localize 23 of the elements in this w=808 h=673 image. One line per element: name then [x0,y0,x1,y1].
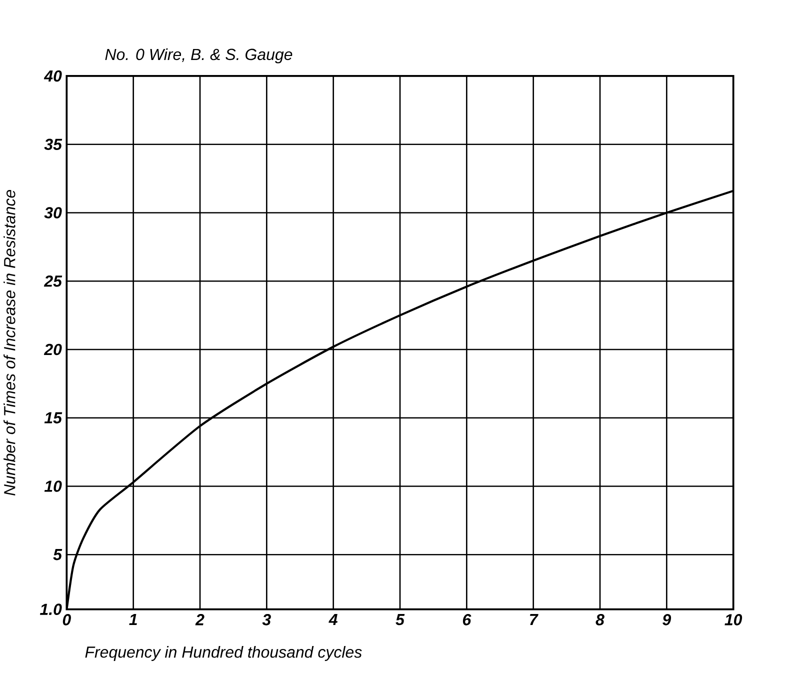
x-tick-label: 10 [724,614,742,626]
x-tick-label: 0 [62,614,71,626]
x-axis-title: Frequency in Hundred thousand cycles [85,646,362,661]
x-tick-label: 9 [662,614,672,626]
y-axis-title: Number of Times of Increase in Resistance [4,190,16,496]
x-tick-label: 2 [195,614,204,626]
y-tick-label: 15 [44,412,62,424]
x-tick-label: 7 [530,614,538,625]
y-tick-label: 30 [44,206,62,218]
x-tick-label: 5 [396,614,405,626]
y-tick-label: 40 [44,70,62,82]
x-tick-label: 6 [462,614,472,626]
y-tick-label: 25 [44,275,62,287]
y-tick-label: 1.0 [40,604,62,615]
chart-title: No. 0 Wire, B. & S. Gauge [105,48,292,64]
x-tick-label: 8 [596,614,604,626]
x-tick-label: 4 [328,614,338,625]
y-tick-label: 20 [44,344,62,355]
y-tick-label: 5 [53,548,62,560]
x-tick-label: 1 [129,614,137,625]
y-tick-label: 10 [44,480,62,492]
x-tick-label: 3 [262,614,271,626]
y-tick-label: 35 [44,138,62,150]
